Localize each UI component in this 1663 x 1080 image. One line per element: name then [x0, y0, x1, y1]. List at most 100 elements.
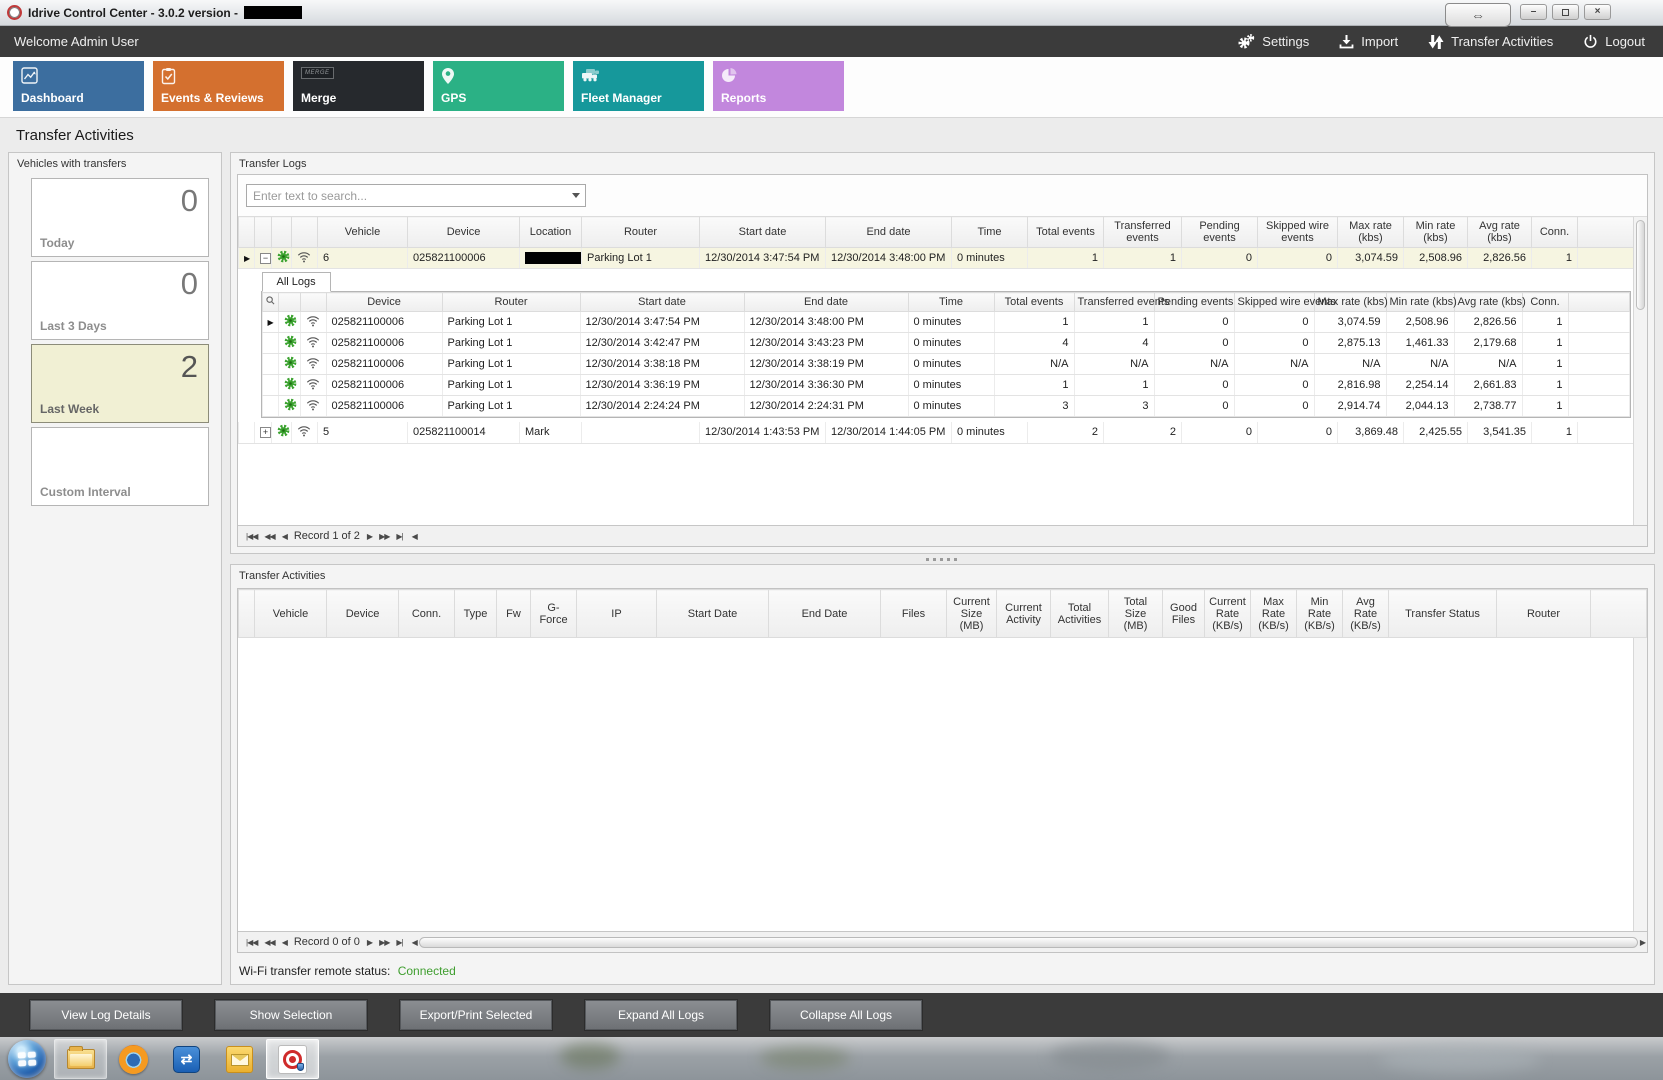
close-button[interactable]: × [1584, 4, 1611, 20]
view-log-details-button[interactable]: View Log Details [29, 999, 183, 1031]
col-skipped-wire-events[interactable]: Skipped wire events [1233, 292, 1336, 312]
export-print-selected-button[interactable]: Export/Print Selected [399, 999, 553, 1031]
scroll-left-icon[interactable]: ◀ [411, 531, 418, 541]
nav-first-icon[interactable]: |◀◀ [246, 937, 258, 947]
horizontal-scrollbar[interactable]: ◀ [412, 529, 1645, 544]
col-total-events[interactable]: Total events [993, 292, 1075, 312]
col-device[interactable]: Device [326, 589, 399, 638]
tab-all-logs[interactable]: All Logs [261, 272, 331, 292]
col-device[interactable]: Device [407, 216, 520, 248]
col-conn[interactable]: Conn. [1521, 292, 1569, 312]
card-last-week[interactable]: 2 Last Week [31, 344, 209, 423]
tab-fleet-manager[interactable]: Fleet Manager [573, 61, 704, 111]
scroll-right-icon[interactable]: ▶ [1639, 937, 1646, 947]
col-end-date[interactable]: End Date [768, 589, 881, 638]
tab-events-reviews[interactable]: Events & Reviews [153, 61, 284, 111]
col-type[interactable]: Type [454, 589, 497, 638]
nav-prev-page-icon[interactable]: ◀◀ [264, 937, 275, 947]
tab-dashboard[interactable]: Dashboard [13, 61, 144, 111]
col-conn[interactable]: Conn. [398, 589, 455, 638]
col-avg-rate[interactable]: Avg rate (kbs) [1453, 292, 1526, 312]
card-today[interactable]: 0 Today [31, 178, 209, 257]
col-min-rate[interactable]: Min rate (kbs) [1385, 292, 1457, 312]
taskbar-idrive-button[interactable] [266, 1039, 319, 1079]
col-router[interactable]: Router [1496, 589, 1591, 638]
col-conn[interactable]: Conn. [1531, 216, 1578, 248]
col-router[interactable]: Router [581, 216, 700, 248]
table-row[interactable]: 025821100006 Parking Lot 1 12/30/2014 2:… [261, 395, 1630, 417]
nav-next-page-icon[interactable]: ▶▶ [379, 937, 390, 947]
col-start-date[interactable]: Start Date [656, 589, 769, 638]
col-ip[interactable]: IP [576, 589, 657, 638]
nav-next-icon[interactable]: ▶ [366, 531, 373, 541]
taskbar-outlook-button[interactable] [213, 1039, 266, 1079]
col-vehicle[interactable]: Vehicle [317, 216, 408, 248]
nav-last-icon[interactable]: ▶| [396, 937, 403, 947]
nav-prev-icon[interactable]: ◀ [281, 937, 288, 947]
col-total-events[interactable]: Total events [1027, 216, 1104, 248]
taskbar-firefox-button[interactable] [107, 1039, 160, 1079]
chevron-down-icon[interactable] [567, 189, 585, 202]
table-row[interactable]: ▶ 025821100006 Parking Lot 1 12/30/2014 … [261, 311, 1630, 333]
tab-merge[interactable]: MERGE Merge [293, 61, 424, 111]
table-row[interactable]: ▶ − 6 025821100006 Parking Lot 1 12/30/2… [238, 247, 1647, 269]
transfer-activities-button[interactable]: Transfer Activities [1428, 34, 1553, 50]
col-vehicle[interactable]: Vehicle [254, 589, 327, 638]
col-avg-rate[interactable]: Avg Rate (KB/s) [1342, 589, 1389, 638]
col-pending-events[interactable]: Pending events [1181, 216, 1258, 248]
col-total-size[interactable]: Total Size (MB) [1108, 589, 1163, 638]
maximize-button[interactable] [1552, 4, 1579, 20]
col-files[interactable]: Files [880, 589, 947, 638]
expand-row-button[interactable]: + [260, 427, 271, 439]
card-custom-interval[interactable]: Custom Interval [31, 427, 209, 506]
panel-splitter[interactable] [230, 554, 1655, 564]
col-max-rate[interactable]: Max rate (kbs) [1313, 292, 1388, 312]
nav-prev-icon[interactable]: ◀ [281, 531, 288, 541]
col-transferred-events[interactable]: Transferred events [1103, 216, 1182, 248]
scrollbar-thumb[interactable] [1636, 220, 1645, 310]
minimize-button[interactable]: – [1520, 4, 1547, 20]
panel-collapse-button[interactable]: ⇔ [1445, 3, 1511, 27]
table-row[interactable]: 025821100006 Parking Lot 1 12/30/2014 3:… [261, 374, 1630, 396]
col-current-size[interactable]: Current Size (MB) [946, 589, 997, 638]
nav-last-icon[interactable]: ▶| [396, 531, 403, 541]
nav-next-page-icon[interactable]: ▶▶ [379, 531, 390, 541]
table-row[interactable]: 025821100006 Parking Lot 1 12/30/2014 3:… [261, 353, 1630, 375]
table-row[interactable]: + 5 025821100014 Mark 12/30/2014 1:43:53… [238, 422, 1647, 444]
col-total-activities[interactable]: Total Activities [1050, 589, 1109, 638]
col-router[interactable]: Router [441, 292, 581, 312]
table-row[interactable]: 025821100006 Parking Lot 1 12/30/2014 3:… [261, 332, 1630, 354]
col-end-date[interactable]: End date [825, 216, 952, 248]
collapse-all-logs-button[interactable]: Collapse All Logs [769, 999, 923, 1031]
col-start-date[interactable]: Start date [579, 292, 745, 312]
vertical-scrollbar[interactable] [1633, 638, 1647, 931]
taskbar-file-explorer-button[interactable] [54, 1039, 107, 1079]
col-avg-rate[interactable]: Avg rate (kbs) [1467, 216, 1532, 248]
col-transfer-status[interactable]: Transfer Status [1388, 589, 1497, 638]
col-device[interactable]: Device [325, 292, 443, 312]
col-location[interactable]: Location [519, 216, 582, 248]
windows-start-button[interactable] [8, 1039, 46, 1078]
col-min-rate[interactable]: Min Rate (KB/s) [1296, 589, 1343, 638]
col-current-activity[interactable]: Current Activity [996, 589, 1051, 638]
col-max-rate[interactable]: Max rate (kbs) [1337, 216, 1404, 248]
col-current-rate[interactable]: Current Rate (KB/s) [1204, 589, 1251, 638]
expand-all-logs-button[interactable]: Expand All Logs [584, 999, 738, 1031]
nav-next-icon[interactable]: ▶ [366, 937, 373, 947]
card-last-3-days[interactable]: 0 Last 3 Days [31, 261, 209, 340]
collapse-row-button[interactable]: − [260, 253, 271, 264]
settings-button[interactable]: Settings [1237, 34, 1309, 50]
vertical-scrollbar[interactable] [1633, 217, 1647, 525]
tab-reports[interactable]: Reports [713, 61, 844, 111]
search-input[interactable] [247, 188, 567, 203]
nav-first-icon[interactable]: |◀◀ [246, 531, 258, 541]
col-fw[interactable]: Fw [496, 589, 531, 638]
col-transferred-events[interactable]: Transferred events [1073, 292, 1169, 312]
scroll-left-icon[interactable]: ◀ [411, 937, 418, 947]
col-time[interactable]: Time [951, 216, 1028, 248]
logout-button[interactable]: Logout [1583, 34, 1645, 50]
horizontal-scrollbar[interactable]: ◀ ▶ [411, 935, 1646, 950]
tab-gps[interactable]: GPS [433, 61, 564, 111]
col-pending-events[interactable]: Pending events [1153, 292, 1235, 312]
nav-prev-page-icon[interactable]: ◀◀ [264, 531, 275, 541]
